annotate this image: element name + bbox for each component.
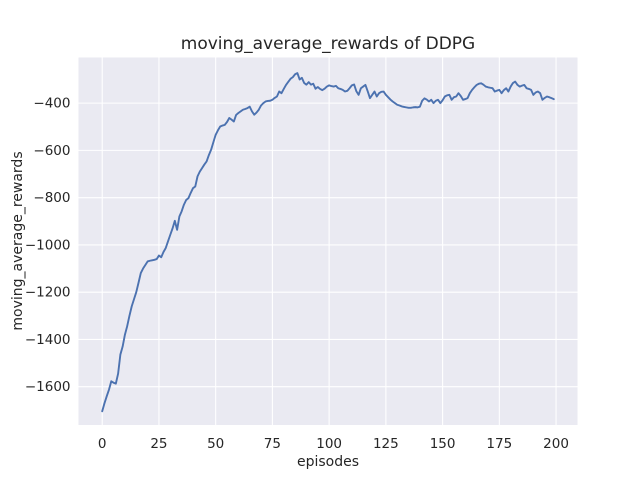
y-axis-label: moving_average_rewards [10,151,26,331]
y-tick-label: −1400 [25,332,71,348]
x-tick-label: 50 [207,436,224,452]
axes-background [78,57,578,425]
x-tick-label: 25 [150,436,167,452]
x-tick-label: 200 [543,436,569,452]
chart-title: moving_average_rewards of DDPG [180,34,476,54]
x-axis-label: episodes [296,454,360,470]
x-tick-label: 75 [264,436,281,452]
x-tick-label: 150 [430,436,456,452]
y-tick-label: −600 [33,143,70,159]
x-tick-label: 125 [373,436,399,452]
y-tick-label: −1200 [25,285,71,301]
y-tick-label: −800 [33,190,70,206]
x-tick-label: 100 [316,436,342,452]
y-tick-label: −1600 [25,379,71,395]
x-tick-label: 0 [98,436,107,452]
y-tick-label: −400 [33,96,70,112]
series-line [101,72,555,413]
y-tick-label: −1000 [25,237,71,253]
x-tick-label: 175 [486,436,512,452]
